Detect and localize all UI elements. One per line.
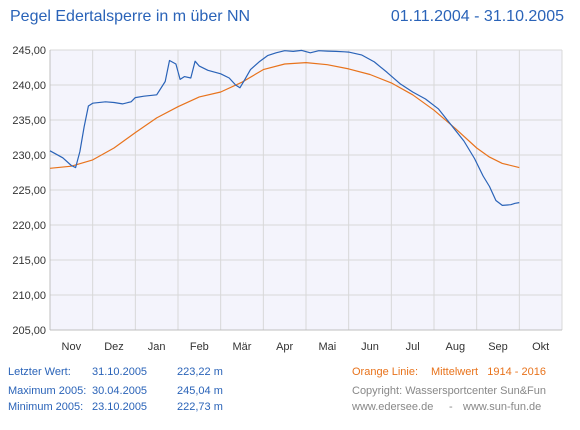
x-tick-label: Nov <box>62 341 82 353</box>
x-tick-label: Dez <box>104 341 124 353</box>
y-tick-label: 235,00 <box>12 115 46 127</box>
x-tick-label: Aug <box>446 341 466 353</box>
stat-last-date: 31.10.2005 <box>92 366 148 378</box>
x-tick-label: Mai <box>318 341 336 353</box>
y-tick-label: 210,00 <box>12 290 46 302</box>
x-tick-label: Jan <box>148 341 166 353</box>
x-tick-label: Feb <box>190 341 209 353</box>
stat-min-value: 222,73 m <box>177 401 223 413</box>
y-tick-label: 240,00 <box>12 80 46 92</box>
site-link-edersee[interactable]: www.edersee.de <box>352 401 434 413</box>
stat-last-label: Letzter Wert: <box>8 366 71 378</box>
y-tick-label: 215,00 <box>12 255 46 267</box>
chart-title: Pegel Edertalsperre in m über NN <box>10 8 251 25</box>
y-tick-label: 225,00 <box>12 185 46 197</box>
stat-max-date: 30.04.2005 <box>92 385 148 397</box>
x-tick-label: Jun <box>361 341 379 353</box>
stat-min-label: Minimum 2005: <box>8 401 84 413</box>
x-tick-label: Jul <box>406 341 420 353</box>
y-tick-label: 230,00 <box>12 150 46 162</box>
orange-line-desc: Mittelwert 1914 - 2016 <box>431 366 546 378</box>
copyright-text: Copyright: Wassersportcenter Sun&Fun <box>352 385 547 397</box>
x-tick-label: Sep <box>488 341 508 353</box>
orange-line-label: Orange Linie: <box>352 366 419 378</box>
site-link-sunfun[interactable]: www.sun-fun.de <box>463 401 542 413</box>
y-tick-label: 245,00 <box>12 45 46 57</box>
stat-last-value: 223,22 m <box>177 366 223 378</box>
x-tick-label: Mär <box>233 341 252 353</box>
water-level-line <box>49 49 520 206</box>
date-range: 01.11.2004 - 31.10.2005 <box>390 8 564 25</box>
y-tick-label: 220,00 <box>12 220 46 232</box>
mean-level-line <box>49 62 520 169</box>
stat-min-date: 23.10.2005 <box>92 401 148 413</box>
stat-max-value: 245,04 m <box>177 385 223 397</box>
site-separator: - <box>449 401 453 413</box>
x-tick-label: Apr <box>276 341 293 353</box>
y-tick-label: 205,00 <box>12 325 46 337</box>
stat-max-label: Maximum 2005: <box>8 385 87 397</box>
x-tick-label: Okt <box>532 341 549 353</box>
